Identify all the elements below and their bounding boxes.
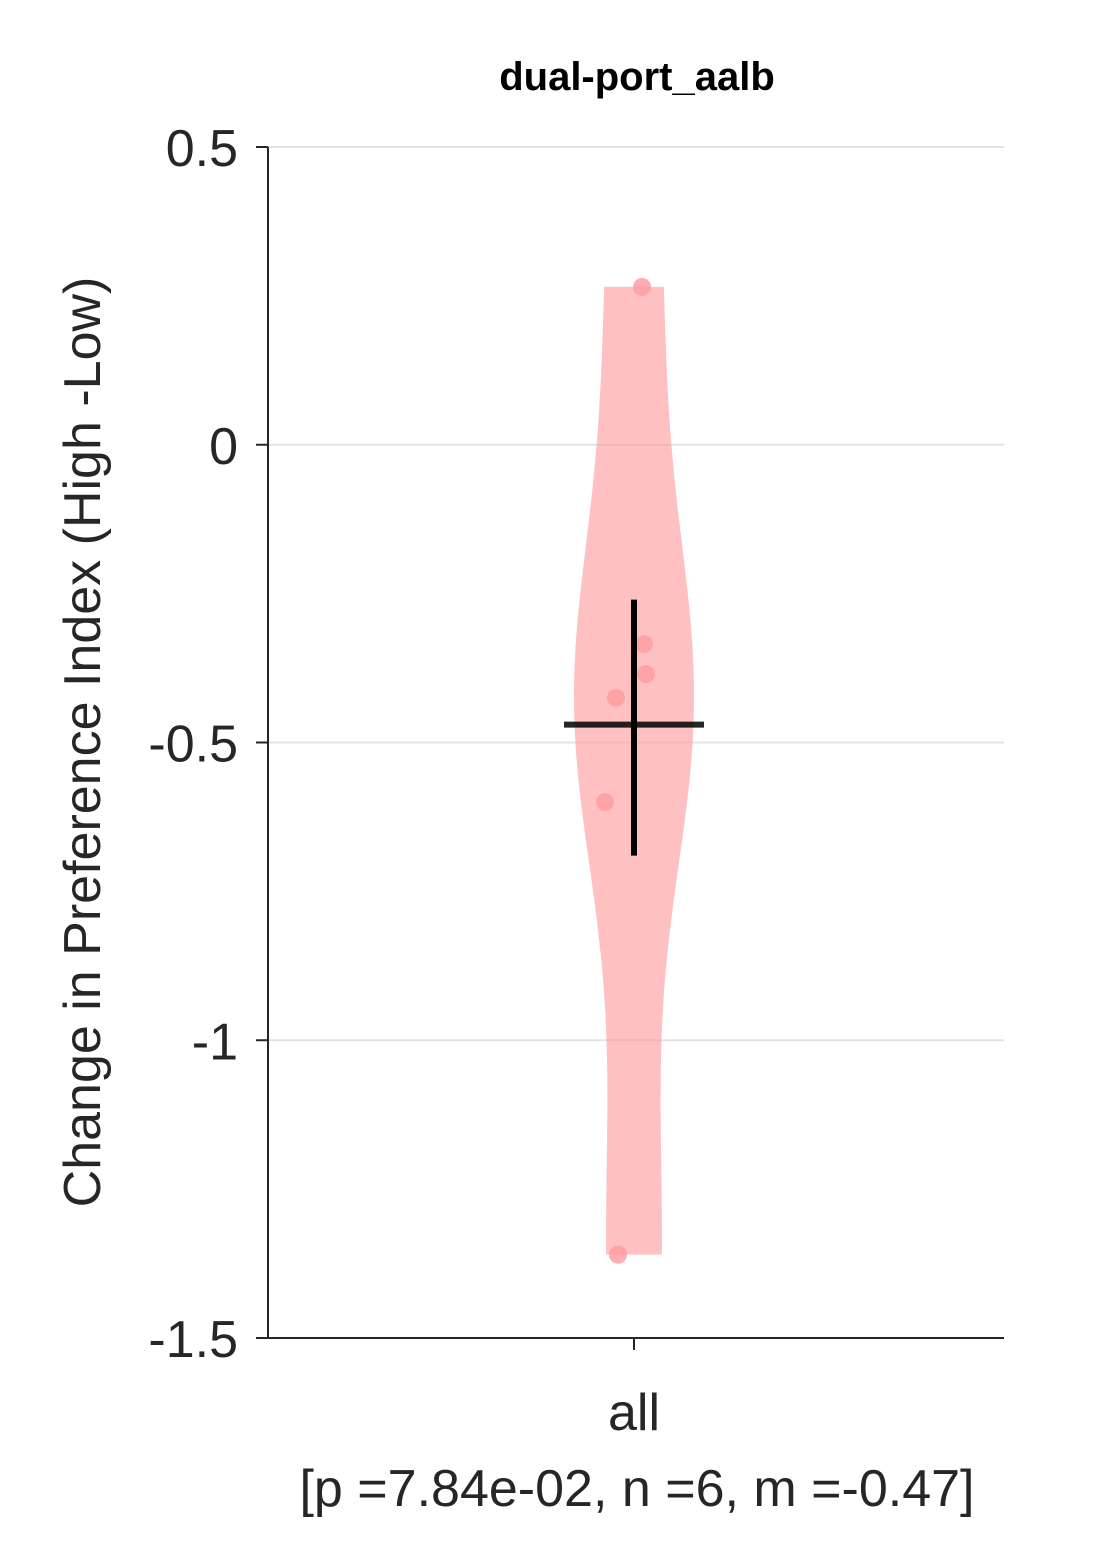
mean-error-bars bbox=[564, 599, 704, 856]
y-tick-label: 0 bbox=[209, 418, 238, 476]
data-point bbox=[607, 688, 625, 707]
data-points bbox=[596, 277, 655, 1264]
x-category-label: all bbox=[608, 1384, 660, 1442]
data-point bbox=[596, 793, 614, 812]
data-point bbox=[633, 277, 651, 296]
y-tick-label: -1.5 bbox=[148, 1311, 238, 1369]
data-point bbox=[635, 635, 653, 654]
data-point bbox=[609, 1245, 627, 1264]
data-point bbox=[637, 665, 655, 684]
y-tick-label: 0.5 bbox=[166, 120, 238, 178]
y-axis-label: Change in Preference Index (High -Low) bbox=[54, 277, 112, 1208]
y-tick-label: -0.5 bbox=[148, 716, 238, 774]
chart-title: dual-port_aalb bbox=[499, 55, 775, 99]
y-tick-label: -1 bbox=[192, 1013, 238, 1071]
y-ticks: 0.5 0 -0.5 -1 -1.5 bbox=[148, 120, 268, 1369]
stats-label: [p =7.84e-02, n =6, m =-0.47] bbox=[299, 1460, 974, 1518]
